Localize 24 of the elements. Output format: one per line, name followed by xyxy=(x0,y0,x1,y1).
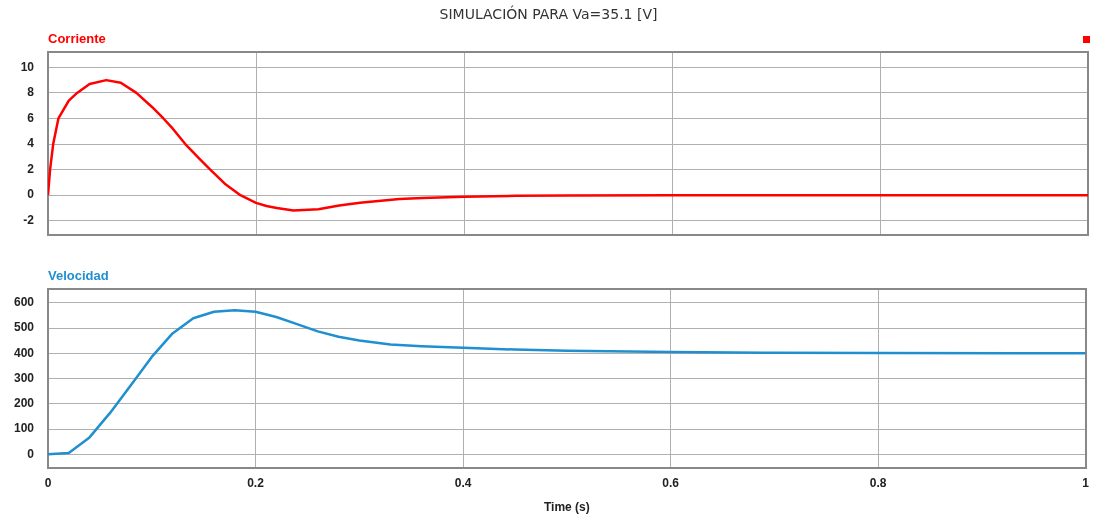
y-tick-label: 6 xyxy=(27,110,35,125)
x-tick-label: 1 xyxy=(1082,475,1090,490)
y-tick-label: 10 xyxy=(20,59,35,74)
y-tick-label: 400 xyxy=(13,345,35,360)
x-tick-label: 0.6 xyxy=(662,475,680,490)
y-tick-label: 0 xyxy=(27,446,35,461)
y-tick-label: 8 xyxy=(27,85,35,100)
text: Velocidad xyxy=(48,268,109,284)
x-axis-title: Time (s) xyxy=(543,500,590,515)
y-tick-label: 600 xyxy=(13,295,35,310)
y-tick-label: 100 xyxy=(13,421,35,436)
x-tick-label: 0.4 xyxy=(454,475,472,490)
x-tick-label: 0.8 xyxy=(869,475,887,490)
y-tick-label: 200 xyxy=(13,396,35,411)
y-tick-label: 500 xyxy=(13,320,35,335)
y-tick-label: 4 xyxy=(27,136,35,151)
x-tick-label: 0.2 xyxy=(247,475,265,490)
text: Corriente xyxy=(48,31,106,47)
y-tick-label: -2 xyxy=(23,213,35,228)
y-tick-label: 0 xyxy=(27,187,35,202)
y-tick-label: 2 xyxy=(27,161,35,176)
x-tick-label: 0 xyxy=(44,475,52,490)
y-tick-label: 300 xyxy=(13,370,35,385)
chart-title: SIMULACIÓN PARA Va=35.1 [V] xyxy=(438,6,659,22)
